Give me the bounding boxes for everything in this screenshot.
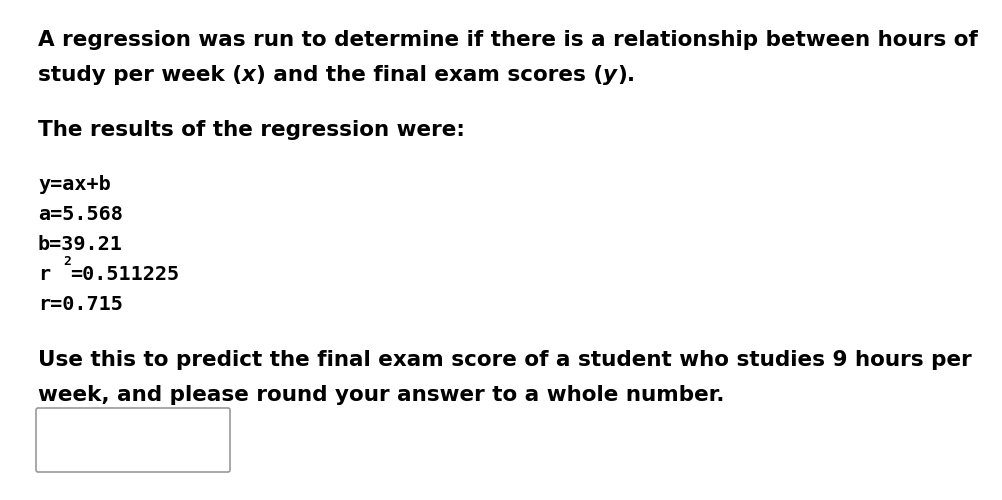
- Text: a=5.568: a=5.568: [38, 205, 123, 224]
- Text: y=ax+b: y=ax+b: [38, 175, 111, 194]
- Text: y: y: [603, 65, 617, 85]
- Text: ).: ).: [617, 65, 635, 85]
- Text: b=39.21: b=39.21: [38, 235, 123, 254]
- Text: r=0.715: r=0.715: [38, 295, 123, 314]
- Text: A regression was run to determine if there is a relationship between hours of: A regression was run to determine if the…: [38, 30, 978, 50]
- FancyBboxPatch shape: [36, 408, 230, 472]
- Text: 2: 2: [63, 255, 71, 268]
- Text: study per week (: study per week (: [38, 65, 242, 85]
- Text: week, and please round your answer to a whole number.: week, and please round your answer to a …: [38, 385, 724, 405]
- Text: The results of the regression were:: The results of the regression were:: [38, 120, 465, 140]
- Text: x: x: [242, 65, 256, 85]
- Text: r: r: [38, 265, 50, 284]
- Text: ) and the final exam scores (: ) and the final exam scores (: [256, 65, 603, 85]
- Text: Use this to predict the final exam score of a student who studies 9 hours per: Use this to predict the final exam score…: [38, 350, 972, 370]
- Text: =0.511225: =0.511225: [70, 265, 179, 284]
